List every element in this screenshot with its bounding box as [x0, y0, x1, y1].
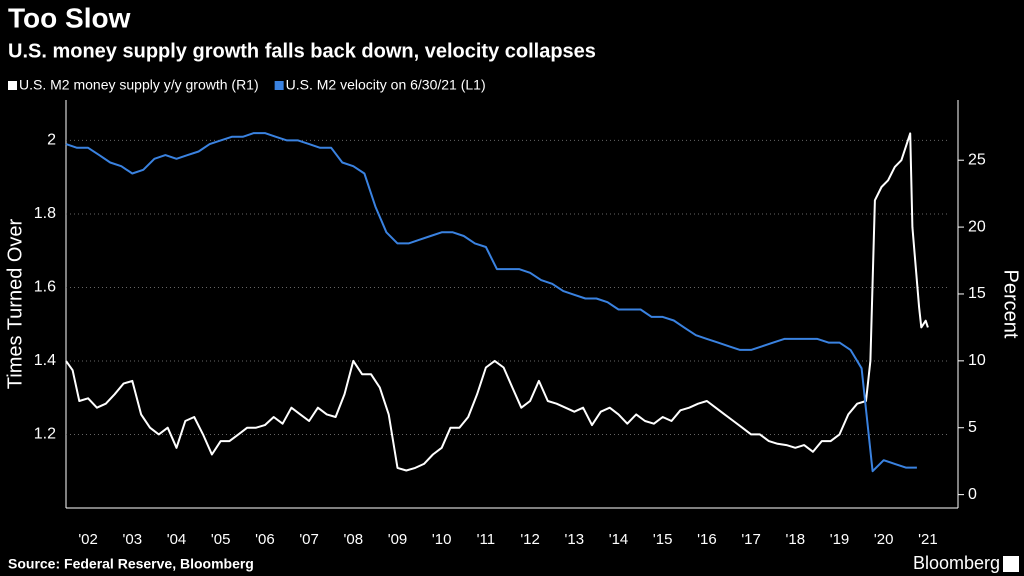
- x-tick-label: '06: [255, 531, 275, 548]
- brand: Bloomberg: [913, 553, 1000, 573]
- legend-swatch: [274, 81, 284, 90]
- x-tick-label: '12: [520, 531, 540, 548]
- x-tick-label: '19: [830, 531, 850, 548]
- y-tick-label: 2: [47, 132, 56, 149]
- source: Source: Federal Reserve, Bloomberg: [8, 556, 254, 572]
- x-tick-label: '04: [167, 531, 187, 548]
- x-tick-label: '15: [653, 531, 673, 548]
- y2-tick-label: 15: [968, 285, 986, 302]
- y2-tick-label: 10: [968, 352, 986, 369]
- x-tick-label: '07: [299, 531, 319, 548]
- series-line: [65, 132, 929, 472]
- x-tick-label: '18: [786, 531, 806, 548]
- x-tick-label: '03: [123, 531, 143, 548]
- legend-label: U.S. M2 velocity on 6/30/21 (L1): [286, 77, 486, 93]
- x-tick-label: '13: [565, 531, 585, 548]
- x-tick-label: '11: [477, 531, 495, 548]
- x-tick-label: '08: [344, 531, 364, 548]
- x-tick-label: '09: [388, 531, 408, 548]
- series-line: [65, 132, 917, 473]
- x-tick-label: '10: [432, 531, 452, 548]
- brand-icon: [1003, 556, 1019, 572]
- y2-tick-label: 25: [968, 151, 986, 168]
- y2-tick-label: 0: [968, 486, 977, 503]
- legend-label: U.S. M2 money supply y/y growth (R1): [19, 77, 259, 93]
- x-tick-label: '14: [609, 531, 629, 548]
- chart-title: Too Slow: [8, 2, 131, 33]
- y-axis-label: Times Turned Over: [4, 218, 26, 389]
- y-tick-label: 1.8: [34, 205, 56, 222]
- x-tick-label: '17: [741, 531, 761, 548]
- y-tick-label: 1.6: [34, 279, 56, 296]
- chart-subtitle: U.S. money supply growth falls back down…: [8, 40, 596, 62]
- y2-tick-label: 5: [968, 419, 977, 436]
- x-tick-label: '21: [918, 531, 938, 548]
- y-tick-label: 1.4: [34, 352, 56, 369]
- x-tick-label: '16: [697, 531, 717, 548]
- x-tick-label: '02: [78, 531, 98, 548]
- y-tick-label: 1.2: [34, 426, 56, 443]
- legend-swatch: [8, 81, 17, 90]
- y2-axis-label: Percent: [1000, 270, 1022, 339]
- x-tick-label: '05: [211, 531, 231, 548]
- x-tick-label: '20: [874, 531, 894, 548]
- y2-tick-label: 20: [968, 218, 986, 235]
